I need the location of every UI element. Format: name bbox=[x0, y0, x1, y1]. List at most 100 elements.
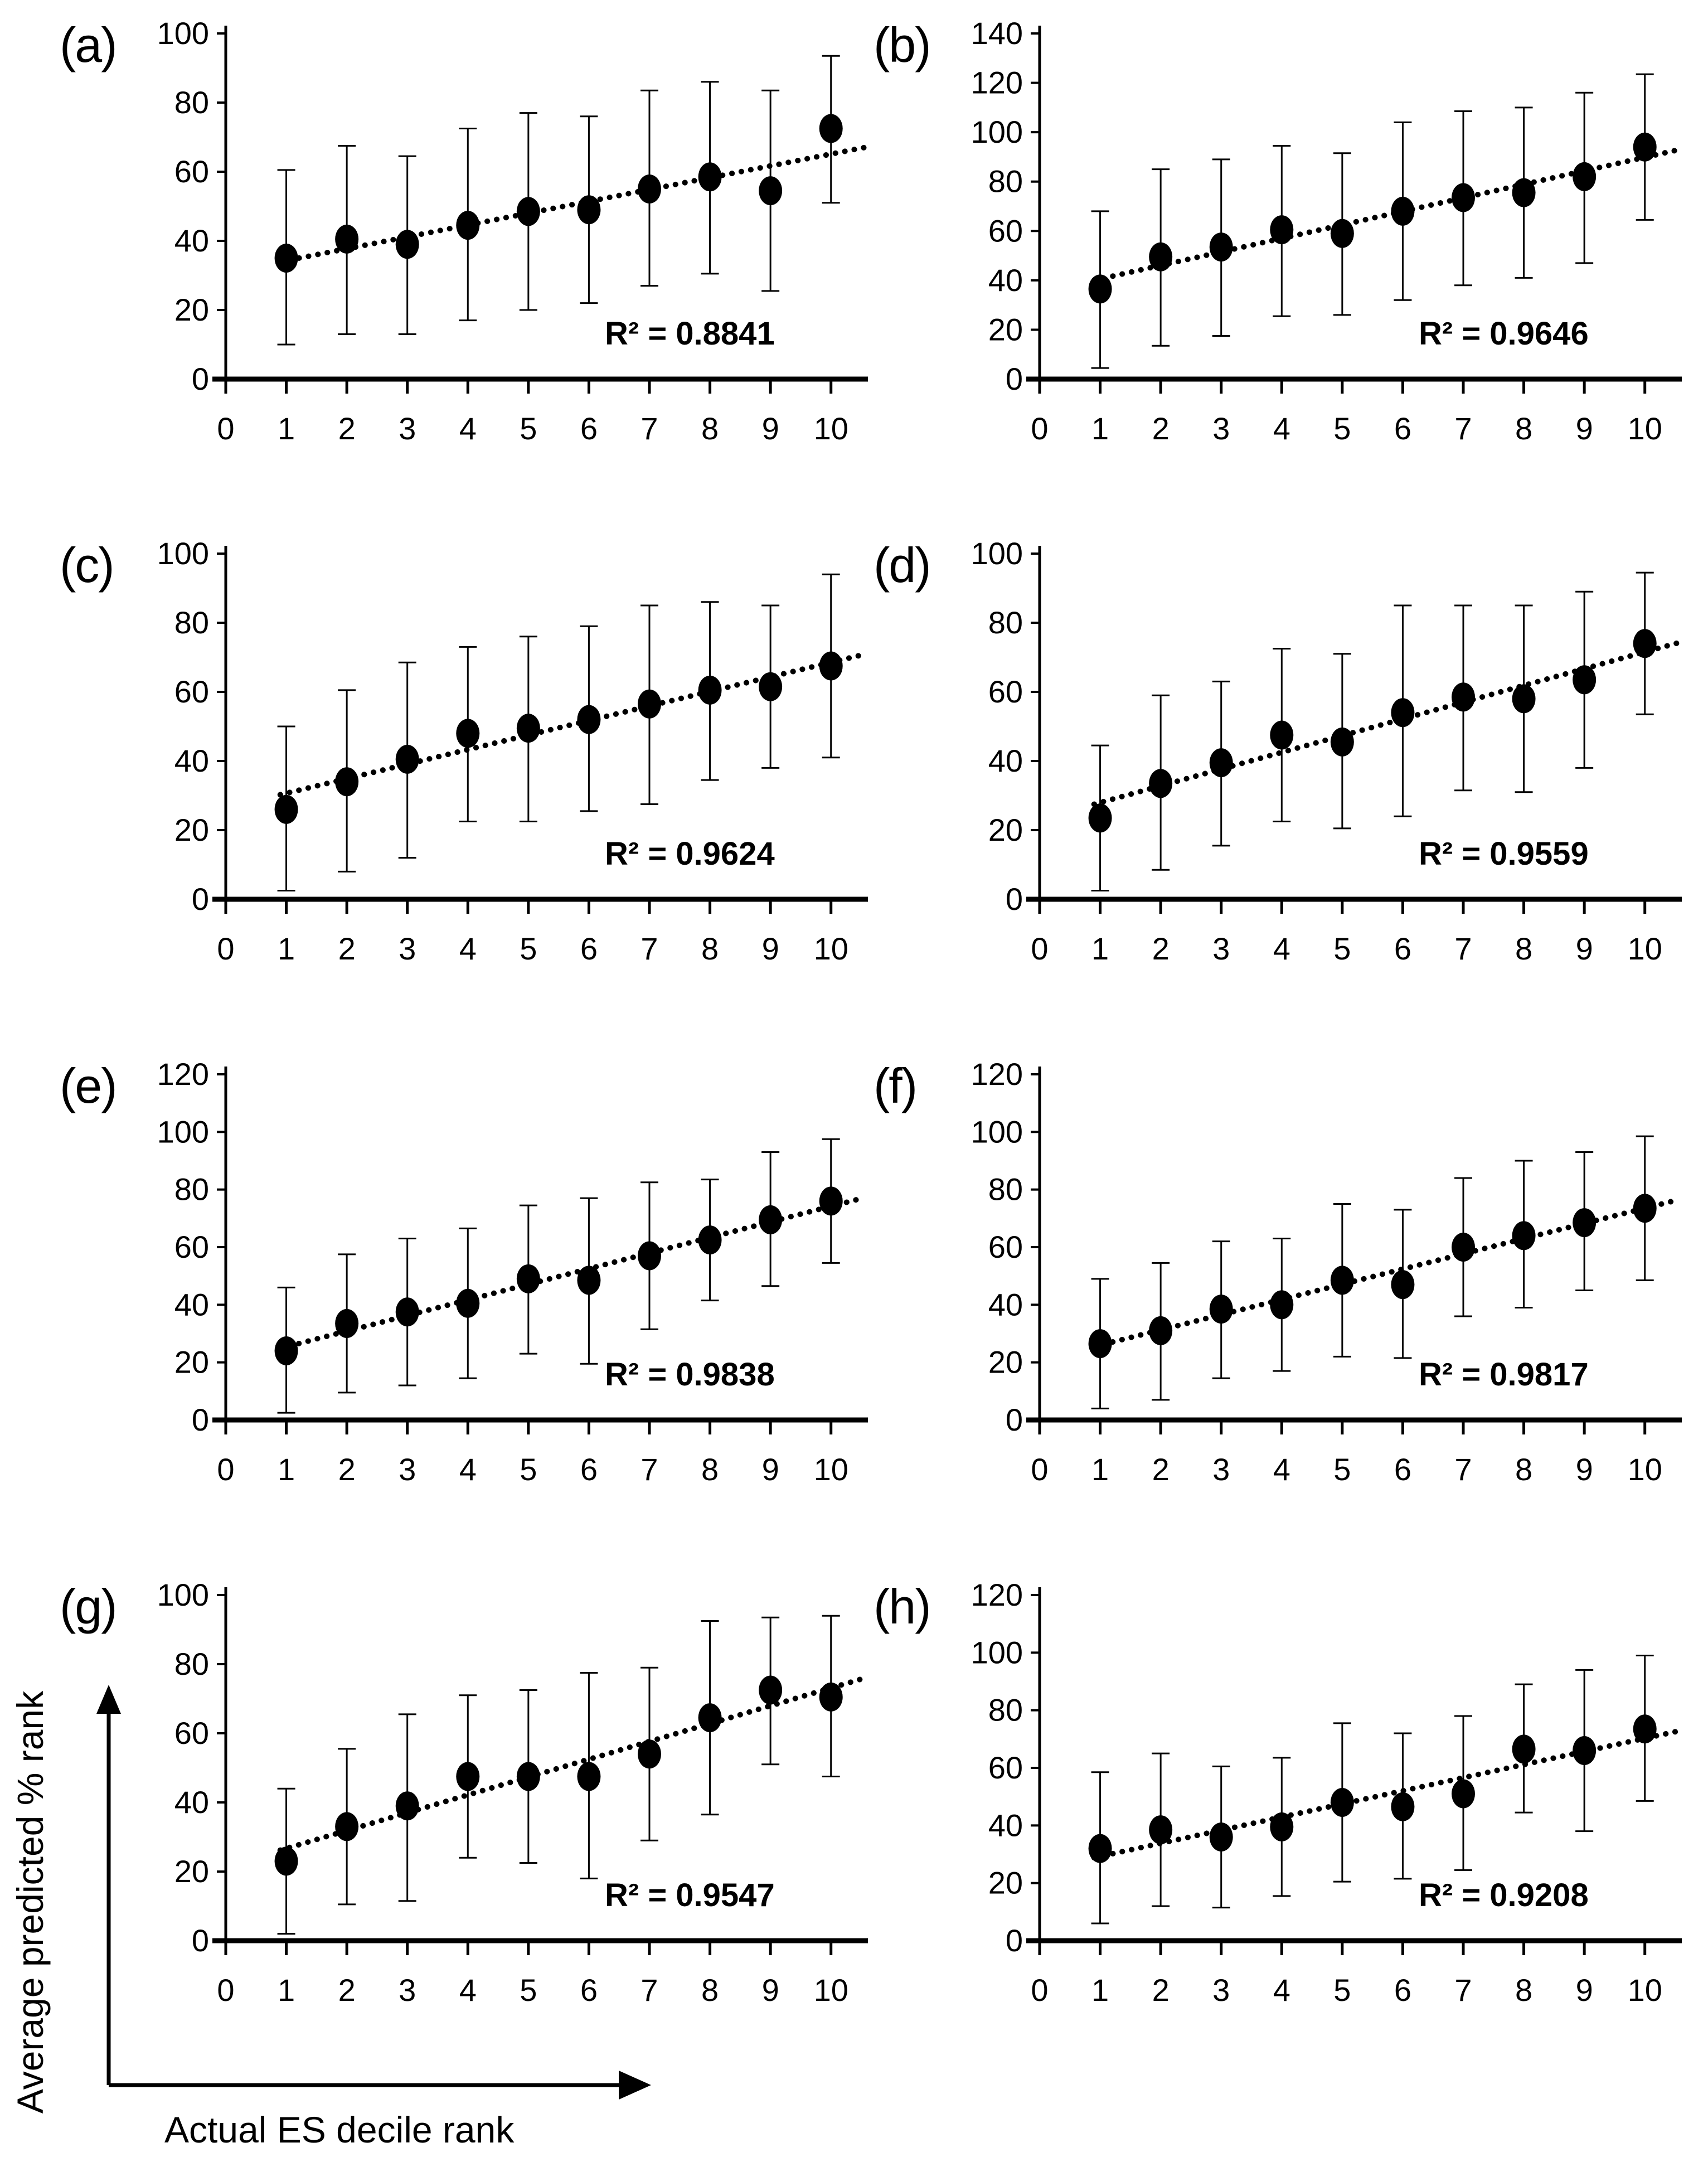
y-tick-label: 40 bbox=[988, 1807, 1023, 1843]
x-tick-label: 7 bbox=[1454, 1452, 1472, 1487]
chart-svg: 0 20 40 60 80 100 120 0 1 2 3 4 5 6 7 8 9 10 bbox=[971, 1056, 1682, 1487]
y-tick-label: 20 bbox=[988, 1345, 1023, 1380]
x-tick-label: 6 bbox=[580, 411, 598, 446]
data-point bbox=[516, 1762, 540, 1791]
y-tick-label: 60 bbox=[174, 154, 209, 189]
plot-area: 0 20 40 60 80 100 120 0 1 2 3 4 5 6 7 8 9 10 bbox=[971, 1577, 1682, 2008]
data-point bbox=[274, 794, 298, 824]
data-point bbox=[577, 705, 601, 734]
y-tick-label: 20 bbox=[988, 312, 1023, 347]
plot-area: 0 20 40 60 80 100 0 1 2 3 4 5 6 7 8 9 10 bbox=[157, 16, 868, 446]
x-tick-label: 1 bbox=[1091, 1452, 1109, 1487]
panel-label: (e) bbox=[60, 1058, 118, 1113]
panel-e: 0 20 40 60 80 100 120 0 1 2 3 4 5 6 7 8 9 10 (e) R² = 0.9… bbox=[59, 1055, 878, 1512]
x-tick-label: 3 bbox=[399, 411, 416, 446]
y-tick-label: 20 bbox=[174, 292, 209, 327]
x-tick-label: 4 bbox=[459, 411, 477, 446]
data-point bbox=[1209, 1822, 1233, 1851]
data-point bbox=[1633, 1714, 1657, 1744]
x-tick-label: 5 bbox=[520, 1452, 537, 1487]
trendline bbox=[1091, 640, 1681, 807]
plot-area: 0 20 40 60 80 100 0 1 2 3 4 5 6 7 8 9 10 bbox=[157, 1577, 868, 2008]
data-point bbox=[456, 719, 480, 748]
y-tick-label: 0 bbox=[192, 361, 209, 396]
data-point bbox=[335, 767, 359, 797]
up-arrowhead-icon bbox=[96, 1685, 121, 1714]
panel-label: (d) bbox=[874, 537, 931, 593]
r-squared-label: R² = 0.9817 bbox=[1419, 1356, 1589, 1393]
x-tick-label: 2 bbox=[1152, 411, 1170, 446]
y-tick-label: 20 bbox=[174, 812, 209, 847]
x-tick-label: 10 bbox=[814, 931, 848, 966]
chart-svg: 0 20 40 60 80 100 0 1 2 3 4 5 6 7 8 9 10 bbox=[971, 536, 1682, 966]
data-point bbox=[698, 162, 722, 192]
data-point bbox=[577, 195, 601, 225]
data-point bbox=[638, 689, 661, 719]
y-tick-label: 100 bbox=[157, 536, 209, 571]
x-tick-label: 1 bbox=[278, 1972, 295, 2008]
panel-g: 0 20 40 60 80 100 0 1 2 3 4 5 6 7 8 9 10 (g) R² = 0.9547 bbox=[59, 1576, 878, 2033]
data-point bbox=[1270, 1290, 1294, 1320]
y-tick-label: 100 bbox=[971, 114, 1023, 149]
x-tick-label: 0 bbox=[217, 1452, 234, 1487]
x-tick-label: 9 bbox=[1576, 411, 1593, 446]
data-point bbox=[1452, 183, 1475, 212]
x-tick-label: 1 bbox=[1091, 411, 1109, 446]
data-point bbox=[274, 244, 298, 273]
data-point bbox=[638, 1739, 661, 1769]
data-point bbox=[1452, 1233, 1475, 1262]
axis-arrows bbox=[96, 1685, 651, 2100]
x-tick-label: 10 bbox=[1628, 411, 1662, 446]
x-tick-label: 9 bbox=[762, 931, 779, 966]
panel-label: (b) bbox=[874, 17, 931, 72]
data-point bbox=[577, 1762, 601, 1791]
trendline bbox=[277, 1675, 867, 1853]
y-tick-label: 40 bbox=[174, 223, 209, 258]
data-point bbox=[395, 744, 419, 774]
x-tick-label: 2 bbox=[1152, 1452, 1170, 1487]
y-tick-label: 60 bbox=[988, 674, 1023, 709]
right-arrowhead-icon bbox=[619, 2071, 651, 2100]
x-tick-label: 8 bbox=[701, 1972, 719, 2008]
data-point bbox=[335, 224, 359, 254]
x-tick-label: 8 bbox=[1515, 1972, 1532, 2008]
x-tick-label: 2 bbox=[338, 931, 356, 966]
y-tick-label: 120 bbox=[157, 1056, 209, 1092]
y-tick-label: 40 bbox=[988, 1287, 1023, 1322]
data-point bbox=[1330, 727, 1354, 757]
panel-a: 0 20 40 60 80 100 0 1 2 3 4 5 6 7 8 9 10 (a) R² = 0.8841 bbox=[59, 14, 878, 471]
y-tick-label: 0 bbox=[192, 1402, 209, 1437]
data-point bbox=[456, 1762, 480, 1791]
data-point bbox=[1512, 684, 1536, 714]
chart-svg: 0 20 40 60 80 100 0 1 2 3 4 5 6 7 8 9 10 bbox=[157, 536, 868, 966]
x-tick-label: 4 bbox=[1273, 1972, 1290, 2008]
x-tick-label: 8 bbox=[1515, 931, 1532, 966]
data-point bbox=[1088, 1329, 1112, 1359]
data-point bbox=[759, 176, 783, 206]
plot-area: 0 20 40 60 80 100 0 1 2 3 4 5 6 7 8 9 10 bbox=[971, 536, 1682, 966]
data-point bbox=[456, 1288, 480, 1318]
x-tick-label: 5 bbox=[520, 931, 537, 966]
x-tick-label: 3 bbox=[399, 1452, 416, 1487]
x-tick-label: 3 bbox=[1212, 931, 1230, 966]
data-point bbox=[759, 672, 783, 701]
data-point bbox=[819, 1186, 843, 1216]
data-point bbox=[335, 1812, 359, 1841]
x-tick-label: 5 bbox=[1333, 1452, 1351, 1487]
r-squared-label: R² = 0.9624 bbox=[605, 836, 775, 872]
data-point bbox=[1088, 1834, 1112, 1863]
x-tick-label: 9 bbox=[1576, 1972, 1593, 2008]
panel-c: 0 20 40 60 80 100 0 1 2 3 4 5 6 7 8 9 10 (c) R² = 0.9624 bbox=[59, 534, 878, 991]
x-tick-label: 1 bbox=[1091, 931, 1109, 966]
plot-area: 0 20 40 60 80 100 120 140 0 1 2 3 4 5 6 7 8 9 10 bbox=[971, 16, 1682, 446]
x-tick-label: 2 bbox=[338, 1972, 356, 2008]
data-point bbox=[1633, 132, 1657, 162]
data-point bbox=[1391, 1270, 1415, 1300]
x-tick-label: 6 bbox=[580, 1972, 598, 2008]
data-point bbox=[759, 1675, 783, 1705]
x-tick-label: 0 bbox=[1031, 931, 1048, 966]
data-point bbox=[1512, 1221, 1536, 1250]
x-tick-label: 1 bbox=[278, 931, 295, 966]
x-tick-label: 4 bbox=[459, 1972, 477, 2008]
data-point bbox=[1149, 242, 1173, 272]
